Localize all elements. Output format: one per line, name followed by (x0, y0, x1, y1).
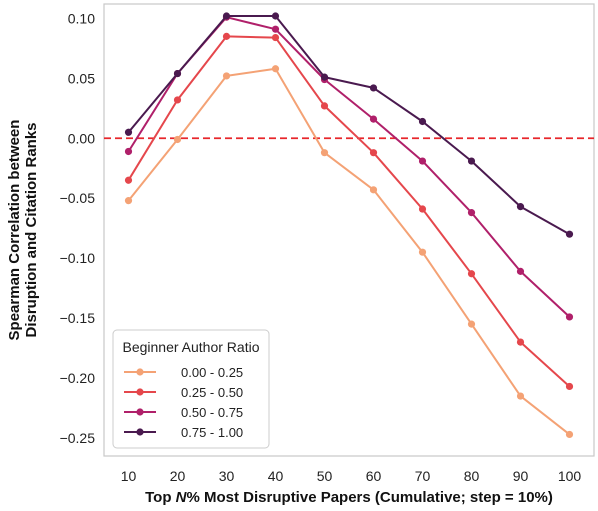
x-axis-label: Top N% Most Disruptive Papers (Cumulativ… (145, 489, 553, 506)
y-axis-label-line2: Disruption and Citation Ranks (23, 122, 40, 337)
series-line (127, 15, 570, 236)
data-point (222, 12, 231, 20)
data-point (124, 197, 133, 205)
x-tick-label: 70 (415, 468, 431, 484)
data-point (173, 96, 182, 104)
data-point (320, 102, 329, 110)
series-2 (124, 32, 574, 391)
y-tick-label: 0.10 (68, 10, 95, 26)
data-point (173, 135, 182, 144)
series-layer (124, 12, 574, 439)
series-1 (124, 65, 574, 439)
y-tick-label: −0.20 (60, 370, 96, 386)
x-tick-labels: 10 20 30 40 50 60 70 80 90 100 (121, 468, 582, 484)
y-tick-label: −0.15 (60, 310, 96, 326)
legend-marker (136, 388, 144, 396)
legend-entry: 0.75 - 1.00 (124, 425, 243, 440)
y-tick-label: 0.05 (68, 70, 95, 86)
data-point (271, 25, 280, 33)
x-tick-label: 80 (464, 468, 480, 484)
y-tick-label: 0.00 (68, 130, 95, 146)
data-point (222, 32, 231, 40)
data-point (467, 157, 476, 165)
legend-marker (136, 408, 144, 416)
data-point (418, 117, 427, 126)
data-point (222, 72, 231, 80)
data-point (124, 147, 133, 156)
legend-entry: 0.50 - 0.75 (124, 405, 243, 420)
data-point (320, 149, 329, 157)
data-point (565, 230, 574, 238)
data-point (418, 205, 427, 213)
data-point (124, 176, 133, 184)
legend-label: 0.50 - 0.75 (181, 405, 243, 420)
data-point (173, 69, 182, 78)
data-point (467, 270, 476, 278)
legend-entry: 0.25 - 0.50 (124, 385, 243, 400)
legend-entry: 0.00 - 0.25 (124, 365, 243, 380)
data-point (271, 12, 280, 20)
data-point (516, 392, 525, 400)
data-point (418, 248, 427, 256)
series-line (127, 67, 571, 436)
data-point (271, 33, 280, 42)
data-point (565, 382, 574, 391)
y-tick-label: −0.05 (60, 190, 96, 206)
series-4 (124, 12, 574, 238)
legend-marker (136, 428, 144, 436)
x-tick-label: 100 (558, 468, 582, 484)
x-tick-label: 90 (513, 468, 529, 484)
legend-marker (136, 368, 144, 376)
legend-title: Beginner Author Ratio (123, 339, 260, 355)
x-tick-label: 30 (219, 468, 235, 484)
data-point (369, 84, 378, 92)
legend-label: 0.75 - 1.00 (181, 425, 243, 440)
legend-label: 0.25 - 0.50 (181, 385, 243, 400)
y-tick-label: −0.10 (60, 250, 96, 266)
data-point (369, 149, 378, 157)
data-point (565, 313, 574, 321)
series-line (127, 35, 571, 388)
data-point (124, 128, 133, 136)
y-tick-labels: 0.10 0.05 0.00 −0.05 −0.10 −0.15 −0.20 −0.25 (60, 10, 96, 446)
y-axis-label: Spearman Correlation between Disruption … (6, 120, 40, 341)
data-point (516, 338, 525, 346)
data-point (467, 320, 476, 328)
x-tick-label: 50 (317, 468, 333, 484)
y-tick-label: −0.25 (60, 430, 96, 446)
data-point (271, 65, 280, 73)
legend-items: 0.00 - 0.25 0.25 - 0.50 0.50 - 0.75 0.75 - … (124, 365, 243, 440)
data-point (516, 203, 525, 211)
data-point (516, 267, 525, 275)
x-tick-label: 20 (170, 468, 186, 484)
y-axis-label-line1: Spearman Correlation between (6, 120, 23, 341)
legend: Beginner Author Ratio 0.00 - 0.25 0.25 - … (112, 329, 270, 449)
legend-box (112, 329, 270, 449)
legend-label: 0.00 - 0.25 (181, 365, 243, 380)
data-point (467, 209, 476, 217)
data-point (565, 430, 574, 439)
data-point (320, 73, 329, 81)
data-point (369, 115, 378, 123)
x-tick-label: 40 (268, 468, 284, 484)
x-tick-label: 60 (366, 468, 382, 484)
data-point (418, 157, 427, 165)
data-point (369, 186, 378, 194)
x-tick-label: 10 (121, 468, 137, 484)
